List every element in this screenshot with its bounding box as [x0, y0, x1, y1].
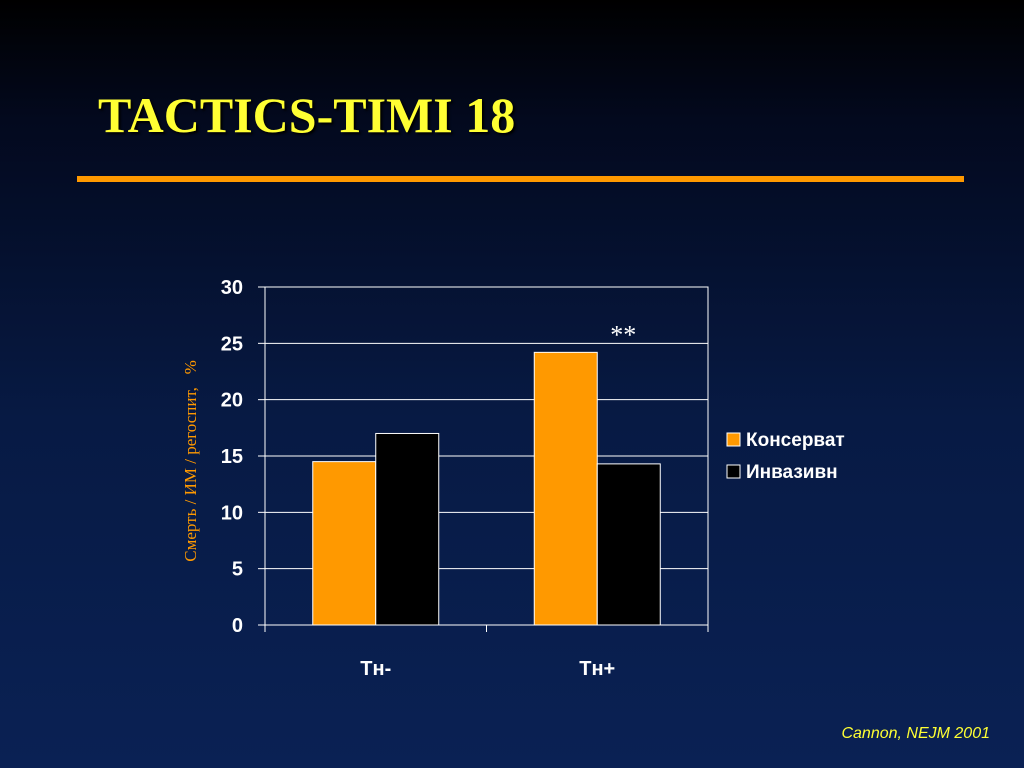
y-tick-label: 0	[232, 615, 243, 637]
x-tick-labels: Тн- Тн+	[360, 658, 615, 680]
title-underline	[77, 176, 964, 182]
significance-annotation: **	[610, 320, 636, 349]
axes	[258, 286, 709, 632]
x-tick-label: Тн+	[579, 658, 615, 680]
bar-invasive	[375, 432, 440, 626]
y-tick-label: 15	[221, 446, 243, 468]
legend: Консерват Инвазивн	[726, 430, 845, 483]
y-tick-labels: 0 5 10 15 20 25 30	[221, 277, 243, 637]
y-tick-label: 20	[221, 390, 243, 412]
y-tick-label: 30	[221, 277, 243, 299]
legend-swatch	[726, 464, 741, 479]
y-tick-label: 10	[221, 502, 243, 524]
bar-conservative	[533, 351, 598, 626]
bar-invasive	[596, 463, 661, 626]
bar-conservative	[312, 461, 377, 626]
bar-group	[312, 351, 661, 626]
legend-swatch	[726, 432, 741, 447]
legend-label: Консерват	[746, 430, 845, 451]
slide-title: TACTICS-TIMI 18	[98, 87, 516, 143]
y-tick-label: 5	[232, 559, 243, 581]
annotations: **	[610, 320, 636, 349]
y-tick-label: 25	[221, 333, 243, 355]
citation-footnote: Cannon, NEJM 2001	[841, 725, 990, 742]
legend-label: Инвазивн	[746, 462, 838, 483]
x-tick-label: Тн-	[360, 658, 391, 680]
y-axis-label: Смерть / ИМ / регоспит, %	[181, 360, 200, 562]
